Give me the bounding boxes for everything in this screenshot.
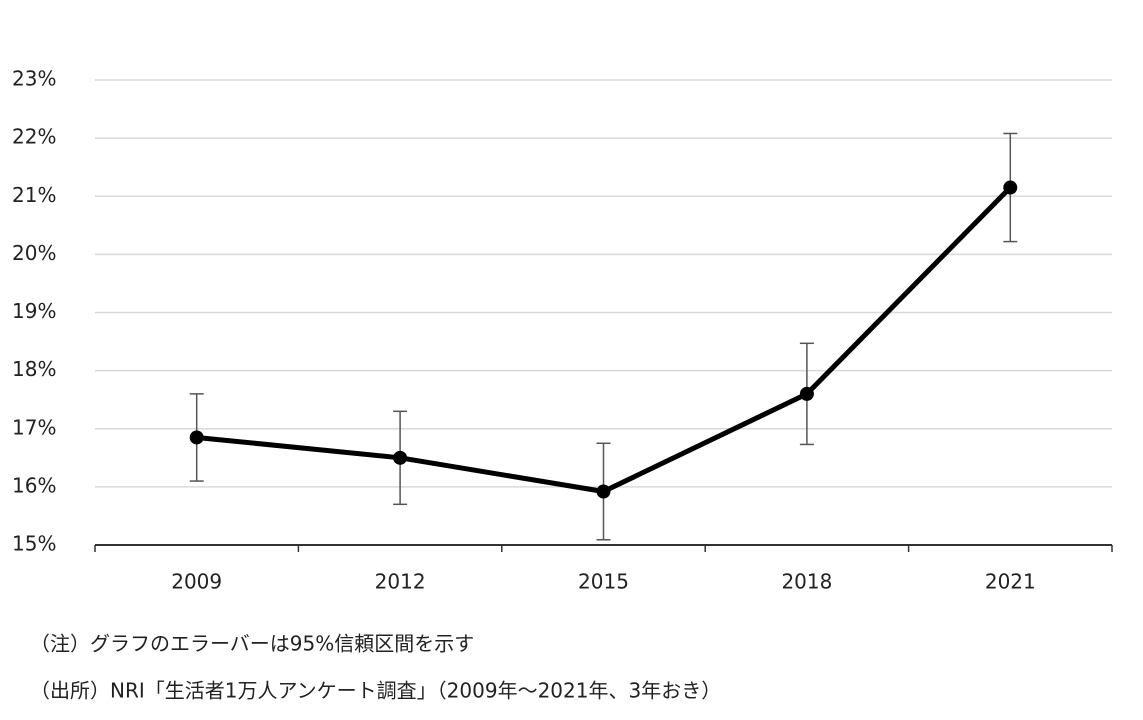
point <box>596 484 611 499</box>
y-tick-label: 21% <box>12 183 56 207</box>
point <box>393 450 408 465</box>
y-tick-label: 17% <box>12 415 56 439</box>
x-tick-label: 2012 <box>375 570 426 594</box>
x-tick-label: 2018 <box>781 570 832 594</box>
y-tick-label: 18% <box>12 357 56 381</box>
x-tick-label: 2009 <box>171 570 222 594</box>
y-tick-label: 22% <box>12 125 56 149</box>
x-tick-label: 2021 <box>985 570 1036 594</box>
y-tick-label: 15% <box>12 532 56 556</box>
point <box>189 430 204 445</box>
y-tick-label: 23% <box>12 67 56 91</box>
source: （出所）NRI「生活者1万人アンケート調査」（2009年～2021年、3年おき） <box>30 679 721 703</box>
note: （注）グラフのエラーバーは95%信頼区間を示す <box>30 632 474 656</box>
x-tick-label: 2015 <box>578 570 629 594</box>
y-tick-label: 19% <box>12 299 56 323</box>
point <box>799 386 814 401</box>
point <box>1003 180 1018 195</box>
y-tick-label: 20% <box>12 241 56 265</box>
y-tick-label: 16% <box>12 473 56 497</box>
